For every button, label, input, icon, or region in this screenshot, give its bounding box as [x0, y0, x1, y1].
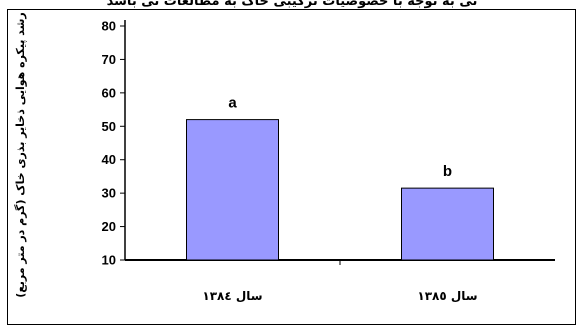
bar-1	[401, 187, 494, 261]
y-tick-label-1: 20	[102, 219, 116, 234]
top-caption: نی به توجه با حصوصیات ترکیبی خاک به مطال…	[106, 0, 478, 9]
bars	[186, 119, 494, 261]
y-tick-label-4: 50	[102, 119, 116, 134]
y-axis-label: رشد پیکره هوایی ذخایر بذری خاک (گرم در م…	[14, 12, 27, 298]
axes: 10 20 30 40 50 60 70 80	[102, 19, 555, 268]
y-tick-label-3: 40	[102, 152, 116, 167]
y-tick-label-7: 80	[102, 19, 116, 34]
bar-0	[186, 119, 279, 261]
chart-frame	[7, 9, 576, 325]
x-tick-label-0: سال ۱۳۸٤	[202, 289, 262, 303]
labels: سال ۱۳۸٤ a سال ۱۳۸٥ b	[202, 95, 477, 303]
y-tick-label-0: 10	[102, 253, 116, 268]
x-tick-label-1: سال ۱۳۸٥	[417, 289, 477, 303]
y-tick-label-6: 70	[102, 52, 116, 67]
y-tick-label-2: 30	[102, 186, 116, 201]
data-label-1: b	[443, 163, 452, 180]
data-label-0: a	[228, 95, 237, 112]
y-tick-label-5: 60	[102, 85, 116, 100]
